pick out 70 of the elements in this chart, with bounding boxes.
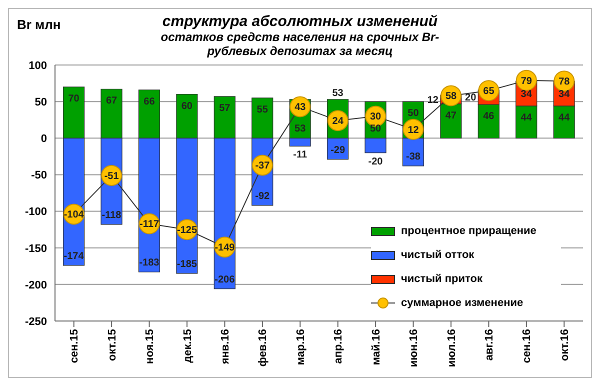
data-label: -174: [64, 250, 84, 262]
data-label: -185: [176, 258, 198, 270]
data-label: 43: [294, 102, 306, 114]
data-label: -92: [255, 190, 270, 202]
x-tick-label: окт.16: [558, 329, 571, 361]
x-tick-label: мар.16: [294, 329, 307, 366]
y-tick-label: -200: [24, 279, 47, 292]
data-label: -104: [64, 210, 84, 221]
data-label: -118: [102, 210, 122, 221]
y-tick-label: -250: [24, 316, 47, 328]
y-tick-label: 0: [40, 133, 47, 146]
x-tick-label: май.16: [370, 329, 382, 366]
data-label: 55: [256, 104, 268, 116]
data-label: 44: [520, 112, 532, 124]
x-tick-label: июл.16: [446, 329, 458, 368]
data-label: 12: [427, 94, 439, 106]
data-label: 79: [520, 76, 532, 87]
data-label: -117: [140, 219, 160, 230]
x-tick-label: сен.16: [521, 329, 534, 364]
data-label: -51: [104, 170, 120, 182]
data-label: -38: [406, 151, 421, 162]
data-label: 30: [370, 112, 382, 123]
data-label: -20: [368, 156, 384, 168]
data-label: 53: [294, 124, 306, 135]
data-label: -125: [176, 225, 198, 236]
data-label: 46: [483, 110, 495, 122]
data-label: 24: [332, 116, 344, 128]
data-label: 78: [558, 76, 570, 88]
x-tick-label: ноя.15: [144, 329, 156, 364]
data-label: 34: [520, 89, 532, 100]
data-label: 50: [370, 124, 382, 135]
y-tick-label: -150: [24, 242, 47, 255]
y-axis-title: Br млн: [17, 17, 61, 32]
chart-subtitle: остатков средств населения на срочных Br-рублевых депозитах за месяц: [160, 30, 440, 58]
y-tick-label: -50: [31, 170, 47, 182]
y-tick-label: -100: [24, 206, 47, 218]
data-label: 12: [408, 124, 420, 136]
data-label: 70: [68, 93, 80, 104]
x-tick-label: дек.15: [182, 329, 194, 363]
data-label: -183: [139, 257, 160, 268]
x-tick-label: апр.16: [332, 329, 345, 364]
data-label: 66: [144, 96, 156, 108]
data-label: 44: [558, 112, 570, 124]
data-label: -29: [330, 144, 346, 156]
data-label: 57: [219, 102, 231, 114]
y-tick-label: 50: [34, 96, 47, 108]
data-label: -37: [255, 160, 270, 172]
data-label: 34: [558, 89, 570, 100]
data-label: -149: [214, 242, 236, 254]
data-label: 47: [445, 110, 457, 122]
x-tick-label: авг.16: [484, 329, 496, 361]
legend-label: чистый приток: [401, 273, 482, 285]
data-label: 67: [106, 96, 118, 107]
legend-label: процентное приращение: [401, 225, 536, 237]
data-label: 53: [332, 88, 344, 99]
x-tick-label: июн.16: [408, 329, 420, 368]
data-label: -206: [214, 274, 236, 286]
data-label: 20: [465, 92, 477, 104]
legend-label: суммарное изменение: [401, 297, 524, 309]
x-tick-label: окт.15: [106, 329, 118, 361]
data-label: 50: [408, 108, 420, 120]
data-label: -11: [293, 150, 308, 161]
x-tick-label: фев.16: [257, 329, 270, 367]
data-label: 60: [181, 100, 193, 112]
y-tick-label: 100: [28, 60, 47, 72]
legend-label: чистый отток: [401, 249, 474, 261]
chart-title: структура абсолютных изменений: [162, 13, 438, 30]
data-label: 65: [483, 86, 495, 98]
x-tick-label: янв.16: [220, 329, 232, 364]
x-tick-label: сен.15: [68, 329, 81, 364]
